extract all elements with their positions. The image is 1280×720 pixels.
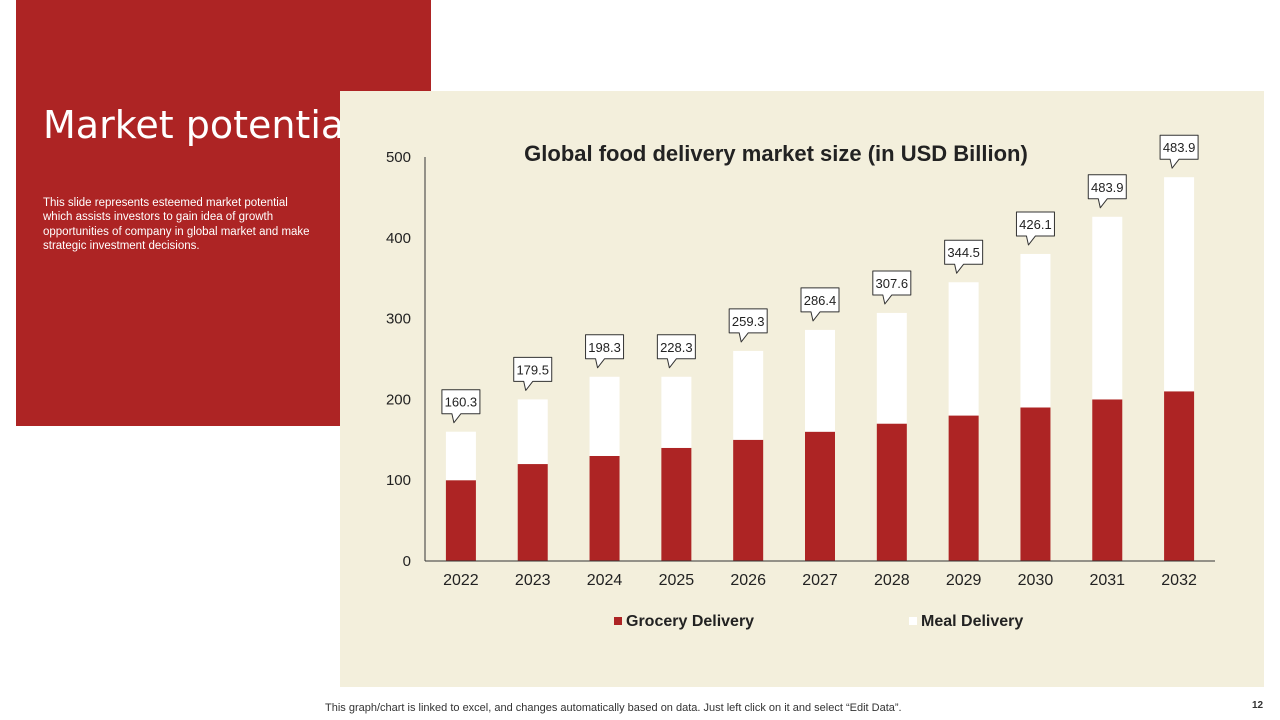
bar-grocery-delivery: [661, 447, 692, 561]
bar-meal-delivery: [517, 399, 548, 465]
bar-meal-delivery: [1164, 177, 1195, 392]
x-axis: 2022 2023 2024 2025 2026 2027 2028 2029 2030 2031…: [425, 560, 1215, 589]
x-tick-label: 2025: [659, 572, 695, 589]
total-labels: 160.3 179.5 198.3 228.3 259.3 286.4 307.6 344.5…: [441, 134, 1199, 424]
callout-box: [585, 334, 625, 369]
total-label: 426.1: [1019, 217, 1052, 232]
x-tick-label: 2028: [874, 572, 910, 589]
legend: Grocery Delivery Meal Delivery: [614, 613, 1023, 630]
slide-description: This slide represents esteemed market po…: [43, 197, 310, 253]
bar-meal-delivery: [1092, 216, 1123, 400]
y-tick-label: 100: [386, 472, 411, 489]
callout-box: [441, 389, 481, 424]
bar-meal-delivery: [948, 282, 979, 416]
bar-meal-delivery: [1020, 253, 1051, 408]
bar-grocery-delivery: [1020, 407, 1051, 561]
callout-box: [513, 356, 553, 391]
x-tick-label: 2023: [515, 572, 551, 589]
bar-meal-delivery: [445, 431, 476, 481]
y-tick-label: 200: [386, 391, 411, 408]
bar-meal-delivery: [876, 312, 907, 424]
legend-label: Grocery Delivery: [626, 613, 754, 630]
callout-box: [800, 287, 840, 322]
x-tick-label: 2031: [1089, 572, 1125, 589]
total-label: 259.3: [732, 314, 765, 329]
callout-box: [944, 239, 984, 274]
bar-grocery-delivery: [733, 439, 764, 561]
x-tick-label: 2026: [730, 572, 766, 589]
bar-meal-delivery: [733, 350, 764, 440]
y-axis: 0 100 200 300 400 500: [386, 149, 426, 570]
chart-panel[interactable]: Global food delivery market size (in USD…: [340, 91, 1264, 687]
bar-grocery-delivery: [1092, 399, 1123, 561]
bar-grocery-delivery: [517, 464, 548, 561]
page-number: 12: [1252, 700, 1264, 711]
callout-box: [872, 270, 912, 305]
legend-label: Meal Delivery: [921, 613, 1023, 630]
bar-meal-delivery: [589, 376, 620, 456]
x-tick-label: 2032: [1161, 572, 1197, 589]
x-tick-label: 2027: [802, 572, 838, 589]
bar-grocery-delivery: [805, 431, 835, 561]
total-label: 160.3: [445, 395, 478, 410]
bar-meal-delivery: [805, 329, 835, 432]
x-tick-label: 2030: [1018, 572, 1054, 589]
total-label: 228.3: [660, 340, 693, 355]
bar-grocery-delivery: [1164, 391, 1195, 561]
legend-swatch: [909, 617, 917, 625]
callout-box: [1015, 211, 1055, 246]
total-label: 483.9: [1091, 180, 1124, 195]
x-tick-label: 2022: [443, 572, 479, 589]
bar-meal-delivery: [661, 376, 692, 448]
stacked-bar-chart[interactable]: Global food delivery market size (in USD…: [340, 91, 1264, 687]
chart-title: Global food delivery market size (in USD…: [524, 141, 1028, 166]
callout-box: [656, 334, 696, 369]
total-label: 307.6: [876, 276, 909, 291]
callout-box: [728, 308, 768, 343]
bars: [445, 177, 1195, 561]
x-tick-label: 2024: [587, 572, 623, 589]
total-label: 344.5: [947, 245, 980, 260]
page-title: Market potential: [43, 103, 355, 147]
bar-grocery-delivery: [876, 423, 907, 561]
callout-box: [1087, 174, 1127, 209]
total-label: 198.3: [588, 340, 621, 355]
callout-box: [1159, 134, 1199, 169]
y-tick-label: 0: [403, 553, 411, 570]
y-tick-label: 300: [386, 311, 411, 328]
bar-grocery-delivery: [948, 415, 979, 561]
bar-grocery-delivery: [589, 455, 620, 561]
legend-swatch: [614, 617, 622, 625]
footer-note: This graph/chart is linked to excel, and…: [325, 702, 902, 714]
total-label: 286.4: [804, 293, 837, 308]
total-label: 483.9: [1163, 140, 1196, 155]
y-tick-label: 400: [386, 230, 411, 247]
x-tick-label: 2029: [946, 572, 982, 589]
y-tick-label: 500: [386, 149, 411, 166]
bar-grocery-delivery: [445, 480, 476, 561]
total-label: 179.5: [516, 362, 549, 377]
